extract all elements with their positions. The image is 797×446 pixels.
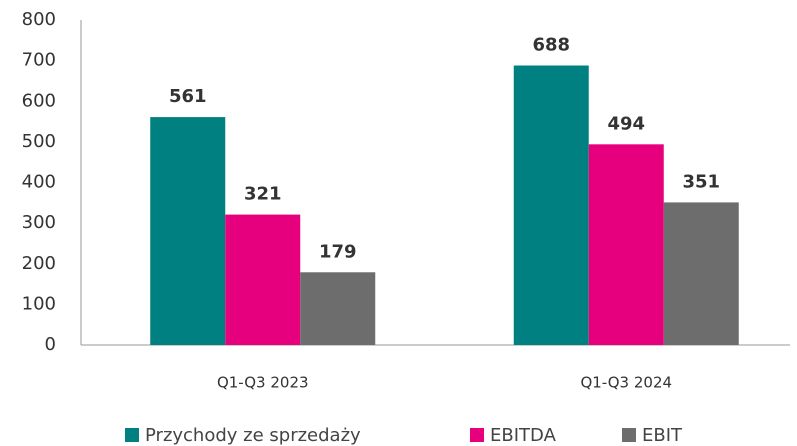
y-tick-label: 300: [22, 212, 56, 233]
bar: [300, 272, 376, 345]
value-label: 494: [607, 113, 645, 134]
x-tick-label: Q1-Q3 2023: [217, 374, 309, 392]
legend-swatch: [470, 428, 484, 442]
value-label: 321: [244, 184, 282, 205]
y-tick-label: 0: [45, 334, 56, 355]
y-tick-label: 400: [22, 172, 56, 193]
value-label: 179: [319, 241, 357, 262]
x-tick-label: Q1-Q3 2024: [580, 374, 672, 392]
y-tick-label: 100: [22, 293, 56, 314]
y-tick-label: 200: [22, 253, 56, 274]
value-label: 351: [682, 171, 720, 192]
legend-swatch: [125, 428, 139, 442]
bar: [225, 214, 301, 345]
value-label: 688: [532, 35, 570, 56]
bar: [588, 144, 664, 345]
bar: [513, 65, 589, 345]
bar: [150, 117, 226, 345]
y-tick-label: 800: [22, 9, 56, 30]
y-tick-label: 700: [22, 50, 56, 71]
y-tick-label: 600: [22, 90, 56, 111]
legend-label: EBITDA: [490, 425, 557, 446]
value-label: 561: [169, 86, 207, 107]
legend-label: EBIT: [642, 425, 683, 446]
legend-label: Przychody ze sprzedaży: [145, 425, 361, 446]
y-tick-label: 500: [22, 131, 56, 152]
legend-swatch: [622, 428, 636, 442]
bar: [663, 202, 739, 345]
